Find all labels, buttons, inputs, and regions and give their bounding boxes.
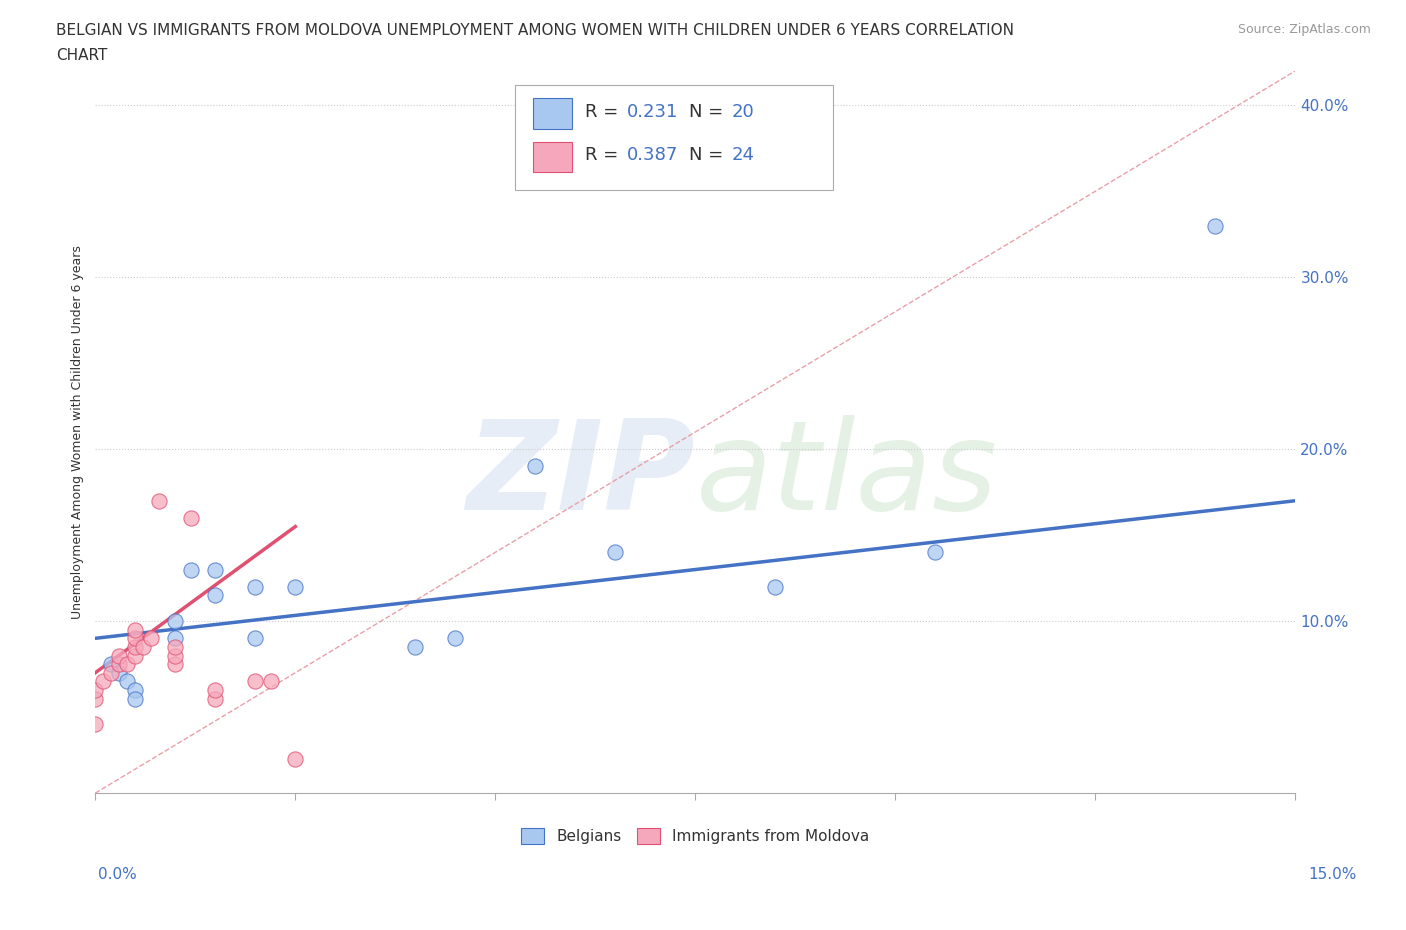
Text: 0.0%: 0.0% <box>98 867 138 882</box>
Text: atlas: atlas <box>696 415 997 536</box>
Text: CHART: CHART <box>56 48 108 63</box>
Point <box>124 648 146 663</box>
FancyBboxPatch shape <box>533 99 572 128</box>
Point <box>124 622 146 637</box>
Point <box>165 631 187 645</box>
Point <box>100 657 122 671</box>
FancyBboxPatch shape <box>516 86 834 190</box>
Point <box>245 579 267 594</box>
Text: ZIP: ZIP <box>467 415 696 536</box>
Point <box>204 588 226 603</box>
Point <box>260 674 283 689</box>
Point <box>180 511 202 525</box>
Point <box>180 562 202 577</box>
Point <box>245 631 267 645</box>
Point <box>165 614 187 629</box>
Point <box>284 751 307 766</box>
Point <box>524 458 547 473</box>
Point <box>84 683 107 698</box>
Text: R =: R = <box>585 146 624 165</box>
Point <box>765 579 787 594</box>
Point <box>108 657 131 671</box>
Text: R =: R = <box>585 103 624 121</box>
Text: 24: 24 <box>731 146 755 165</box>
Text: 0.231: 0.231 <box>627 103 678 121</box>
Point <box>84 691 107 706</box>
Point <box>117 657 139 671</box>
Point <box>165 640 187 655</box>
Point <box>148 493 170 508</box>
Point <box>605 545 627 560</box>
Point <box>124 683 146 698</box>
Point <box>284 579 307 594</box>
Point <box>100 665 122 680</box>
Point <box>124 691 146 706</box>
Point <box>132 640 155 655</box>
Point <box>124 631 146 645</box>
Y-axis label: Unemployment Among Women with Children Under 6 years: Unemployment Among Women with Children U… <box>72 245 84 618</box>
Text: 0.387: 0.387 <box>627 146 678 165</box>
Point <box>1204 219 1226 233</box>
Point <box>245 674 267 689</box>
Point <box>924 545 946 560</box>
Text: 15.0%: 15.0% <box>1309 867 1357 882</box>
Point <box>108 648 131 663</box>
Text: N =: N = <box>689 146 730 165</box>
Point <box>93 674 115 689</box>
Point <box>444 631 467 645</box>
Text: BELGIAN VS IMMIGRANTS FROM MOLDOVA UNEMPLOYMENT AMONG WOMEN WITH CHILDREN UNDER : BELGIAN VS IMMIGRANTS FROM MOLDOVA UNEMP… <box>56 23 1014 38</box>
Point <box>404 640 426 655</box>
Point <box>165 648 187 663</box>
Point <box>124 640 146 655</box>
Point <box>141 631 163 645</box>
Point <box>117 674 139 689</box>
Point <box>204 562 226 577</box>
Point <box>204 683 226 698</box>
Legend: Belgians, Immigrants from Moldova: Belgians, Immigrants from Moldova <box>515 822 876 850</box>
Point <box>84 717 107 732</box>
Point <box>204 691 226 706</box>
Text: N =: N = <box>689 103 730 121</box>
Text: 20: 20 <box>731 103 754 121</box>
Point <box>165 657 187 671</box>
Text: Source: ZipAtlas.com: Source: ZipAtlas.com <box>1237 23 1371 36</box>
FancyBboxPatch shape <box>533 141 572 172</box>
Point <box>108 665 131 680</box>
